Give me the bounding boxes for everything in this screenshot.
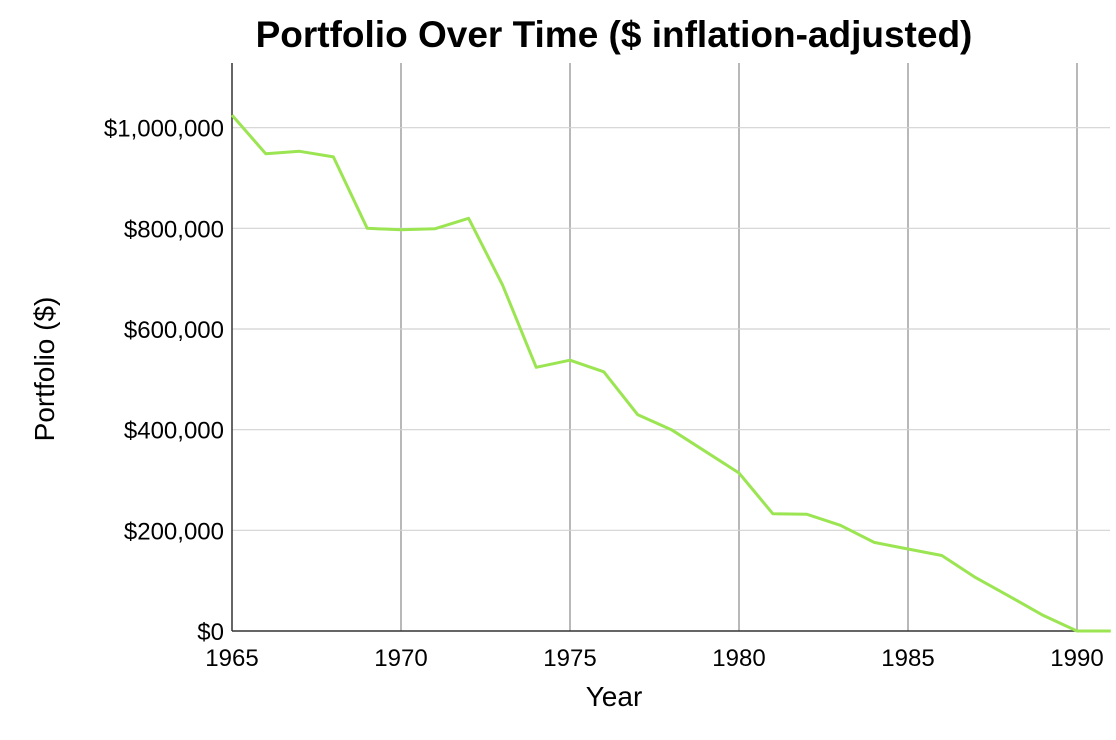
y-tick-label: $200,000 — [124, 518, 224, 545]
portfolio-series-line — [230, 114, 1111, 633]
series-layer — [230, 114, 1111, 633]
y-tick-label: $0 — [197, 619, 224, 646]
axes — [231, 63, 1110, 632]
x-axis-label: Year — [586, 681, 643, 712]
y-axis-label: Portfolio ($) — [29, 297, 60, 442]
y-tick-label: $600,000 — [124, 317, 224, 344]
x-tick-label: 1975 — [543, 645, 596, 672]
grid-lines — [232, 63, 1110, 631]
x-tick-label: 1990 — [1050, 645, 1103, 672]
x-tick-label: 1985 — [881, 645, 934, 672]
y-tick-label: $400,000 — [124, 418, 224, 445]
y-tick-label: $1,000,000 — [104, 116, 224, 143]
tick-labels: 1965 1970 1975 1980 1985 1990 $0 $200,000 $400,0… — [104, 116, 1104, 672]
chart-title: Portfolio Over Time ($ inflation-adjuste… — [255, 14, 973, 55]
x-tick-label: 1965 — [205, 645, 258, 672]
x-tick-label: 1980 — [712, 645, 765, 672]
y-tick-label: $800,000 — [124, 216, 224, 243]
x-tick-label: 1970 — [374, 645, 427, 672]
